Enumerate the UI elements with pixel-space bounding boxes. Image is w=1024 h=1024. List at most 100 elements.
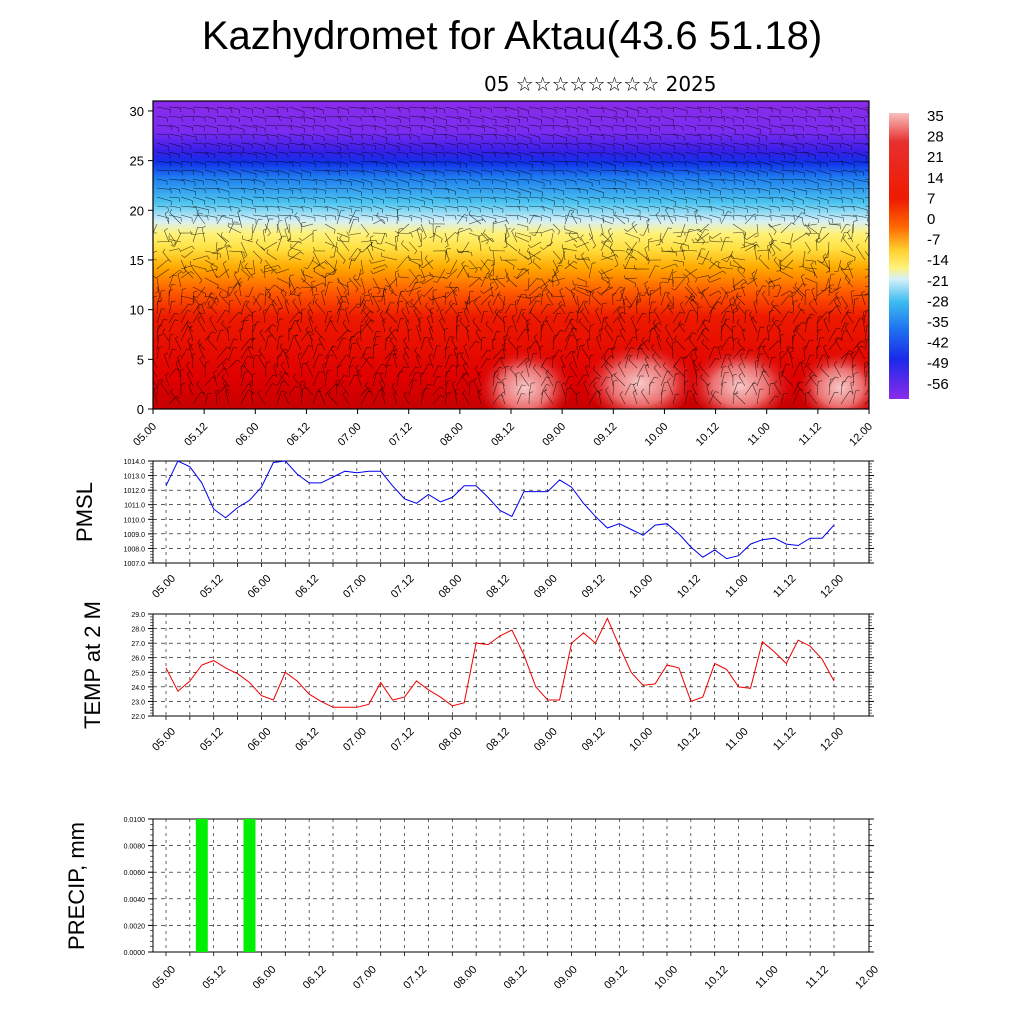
wind-barb	[312, 187, 326, 195]
wind-barb	[388, 285, 398, 297]
wind-barb	[636, 250, 650, 265]
wind-barb	[696, 169, 710, 176]
wind-barb	[377, 232, 386, 245]
wind-barb	[816, 196, 829, 205]
wind-barb	[588, 169, 601, 176]
wind-barb	[600, 142, 615, 150]
wind-barb	[468, 124, 486, 132]
wind-barb	[528, 160, 544, 167]
wind-barb	[312, 294, 319, 306]
wind-barb	[300, 142, 311, 150]
wind-barb	[348, 205, 363, 213]
wind-barb	[444, 160, 461, 168]
wind-barb	[336, 142, 349, 150]
wind-barb	[684, 169, 700, 179]
wind-barb	[816, 178, 832, 187]
wind-barb	[372, 205, 383, 214]
wind-barb	[804, 277, 818, 288]
wind-barb	[204, 178, 217, 185]
wind-barb	[156, 259, 172, 270]
wind-barb	[804, 289, 810, 306]
wind-barb	[336, 187, 349, 193]
wind-barb	[372, 115, 386, 123]
wind-barb	[852, 214, 868, 222]
colorbar-gradient	[889, 113, 909, 399]
wind-barb	[751, 271, 758, 288]
wind-barb	[780, 124, 794, 130]
wind-barb	[300, 124, 314, 131]
cross-section-x-axis: 05.00 05.12 06.00 06.12 07.00 07.12 08.00 08.12…	[131, 409, 875, 449]
wind-barb	[348, 187, 362, 196]
wind-barb	[370, 268, 386, 275]
wind-barb	[324, 124, 339, 133]
wind-barb	[348, 142, 364, 150]
y-tick-label: 0.0020	[124, 923, 146, 930]
wind-barb	[794, 282, 806, 297]
wind-barb	[804, 259, 817, 266]
wind-barb	[384, 187, 400, 194]
wind-barb	[660, 115, 674, 124]
wind-barb	[428, 219, 446, 225]
wind-barb	[552, 115, 568, 124]
wind-barb	[597, 286, 614, 295]
wind-barb	[384, 277, 394, 295]
wind-barb	[516, 267, 527, 279]
wind-barb	[372, 142, 386, 150]
wind-barb	[468, 196, 483, 203]
wind-barb	[408, 281, 420, 297]
wind-barb	[840, 205, 855, 211]
wind-barb	[648, 160, 665, 168]
wind-barb	[478, 234, 483, 252]
wind-barb	[756, 285, 767, 297]
wind-barb	[696, 115, 713, 122]
wind-barb	[356, 295, 362, 309]
wind-barb	[684, 142, 701, 151]
wind-barb	[372, 286, 387, 294]
wind-barb	[180, 115, 195, 121]
wind-barb	[744, 205, 759, 213]
wind-barb	[864, 115, 869, 117]
wind-barb	[192, 205, 209, 214]
wind-barb	[408, 178, 423, 187]
wind-barb	[168, 169, 183, 176]
wind-barb	[432, 196, 450, 203]
wind-barb	[504, 115, 521, 124]
x-tick-label: 06.12	[293, 573, 321, 601]
wind-barb	[552, 214, 567, 221]
wind-barb	[864, 178, 869, 181]
wind-barb	[240, 214, 257, 224]
wind-barb	[804, 151, 816, 160]
wind-barb	[648, 151, 662, 160]
wind-barb	[168, 151, 180, 159]
wind-barb	[731, 253, 746, 261]
colorbar-label: 21	[927, 149, 944, 166]
wind-barb	[756, 124, 772, 133]
wind-barb	[324, 133, 338, 141]
wind-barb	[456, 214, 469, 225]
wind-barb	[690, 292, 698, 306]
wind-barb	[480, 160, 493, 167]
wind-barb	[298, 232, 314, 241]
wind-barb	[636, 292, 642, 306]
wind-barb	[180, 259, 187, 274]
wind-barb	[180, 151, 192, 159]
wind-barb	[228, 115, 240, 123]
wind-barb	[773, 256, 782, 270]
wind-barb	[684, 214, 702, 221]
x-tick-label: 11.00	[723, 726, 750, 753]
wind-barb	[864, 151, 869, 153]
wind-barb	[480, 115, 497, 124]
wind-barb	[372, 151, 384, 160]
wind-barb	[321, 268, 338, 278]
wind-barb	[684, 228, 702, 234]
wind-barb	[684, 178, 700, 186]
wind-barb	[864, 106, 869, 109]
wind-barb	[708, 169, 721, 177]
pmsl-panel: 1014.0 1013.0 1012.0 1011.0 1010.0 1009.0 1008…	[72, 459, 874, 601]
x-tick-label: 07.00	[341, 573, 369, 601]
wind-barb	[216, 160, 231, 169]
wind-barb	[324, 272, 331, 288]
wind-barb	[216, 205, 232, 212]
wind-barb	[384, 160, 397, 169]
wind-barb	[686, 280, 698, 297]
